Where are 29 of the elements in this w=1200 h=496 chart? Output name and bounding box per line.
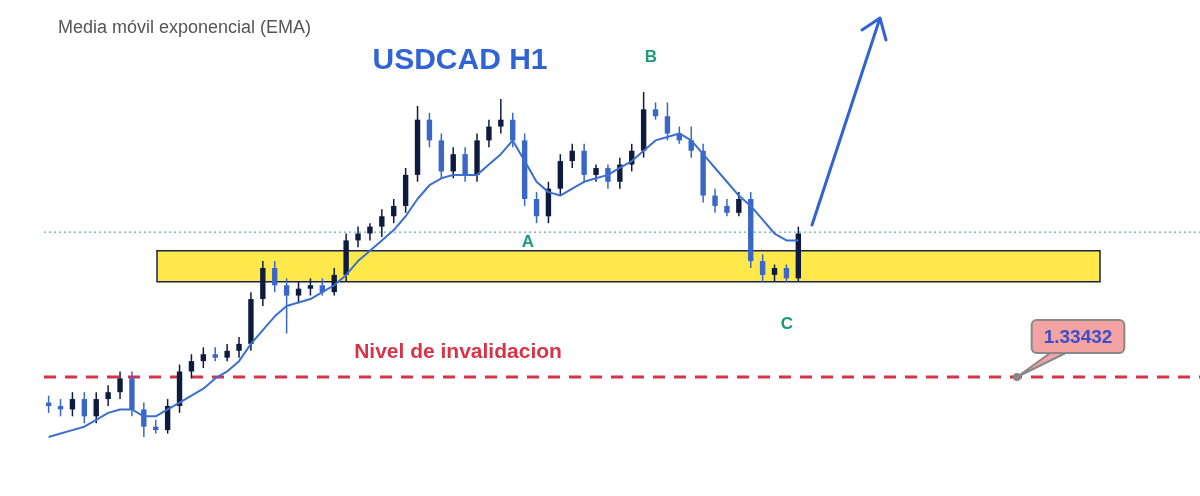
chart-title: USDCAD H1 — [372, 42, 548, 75]
candlestick — [759, 253, 766, 283]
candlestick — [105, 384, 111, 407]
candlestick — [212, 346, 218, 362]
chart-subtitle: Media móvil exponencial (EMA) — [58, 17, 312, 37]
candlestick — [605, 163, 611, 190]
candlestick — [117, 370, 123, 400]
candlestick — [617, 156, 623, 190]
candlestick — [93, 391, 99, 424]
candlestick — [498, 98, 504, 135]
candlestick — [450, 146, 456, 180]
candlestick — [462, 146, 468, 183]
candlestick — [283, 277, 290, 335]
candlestick — [236, 336, 242, 359]
candlestick — [736, 191, 742, 218]
annotation: C — [780, 314, 794, 333]
candlestick — [81, 391, 88, 424]
candlestick — [712, 187, 718, 214]
candlestick — [355, 225, 361, 249]
candlestick — [533, 191, 540, 224]
ref-line-label: Nivel de invalidacion — [354, 339, 562, 362]
annotation: A — [521, 232, 535, 251]
text: 1.33432 — [1043, 326, 1113, 347]
candlestick — [200, 346, 207, 369]
candlestick — [272, 260, 278, 293]
candlestick — [486, 118, 492, 149]
text: B — [644, 47, 658, 66]
candlestick — [379, 208, 385, 238]
candlestick — [295, 281, 302, 304]
